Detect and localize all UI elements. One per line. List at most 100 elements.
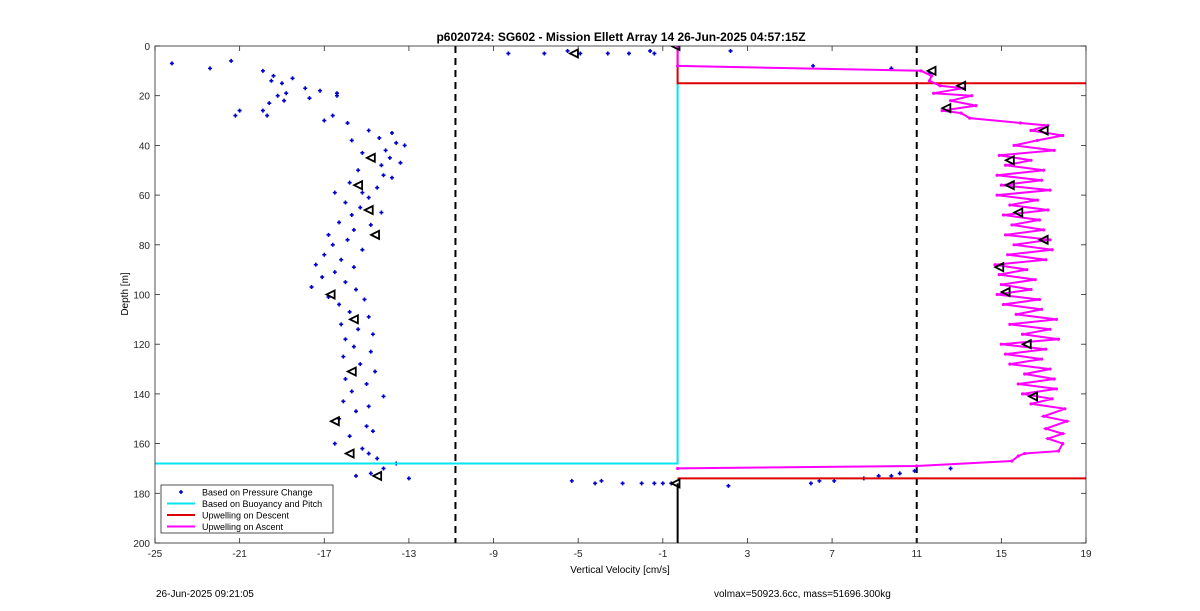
ascent-point-2 [1010,459,1014,463]
x-axis-label: Vertical Velocity [cm/s] [570,565,670,576]
ascent-point-79 [938,84,942,88]
ascent-point-8 [1061,432,1065,436]
pressure-point-72 [351,344,356,349]
pressure-point-93 [381,466,386,471]
pressure-point-31 [360,150,365,155]
ascent-point-54 [1035,198,1039,202]
ascent-point-44 [1050,248,1054,252]
ascent-point-43 [1006,253,1010,257]
pressure-point-34 [379,163,384,168]
pressure-point-124 [897,471,902,476]
y-tick-label-1: 20 [139,92,151,103]
y-tick-label-4: 80 [139,241,151,252]
ascent-point-3 [1016,454,1020,458]
pressure-point-23 [345,121,350,126]
triangle-marker-11 [371,470,383,482]
pressure-point-6 [279,81,284,86]
ascent-point-20 [1048,367,1052,371]
ascent-point-62 [1029,158,1033,162]
ascent-point-14 [1050,397,1054,401]
pressure-point-32 [387,155,392,160]
triangle-marker-12 [669,477,681,489]
pressure-point-45 [379,210,384,215]
pressure-point-90 [366,451,371,456]
ascent-point-45 [1012,243,1016,247]
ascent-point-23 [1003,352,1008,356]
triangle-marker-16 [1037,125,1049,136]
ascent-point-0 [676,466,680,471]
ascent-point-42 [1044,258,1048,262]
triangle-marker-18 [1003,179,1015,191]
plot-area [155,46,1086,543]
pressure-point-15 [260,108,265,113]
pressure-point-67 [366,314,371,319]
pressure-point-56 [313,262,318,267]
pressure-point-65 [337,302,342,307]
pressure-point-114 [726,483,731,488]
ascent-point-17 [1016,382,1020,386]
x-tick-label-1: -21 [232,549,247,560]
pressure-point-51 [345,237,350,242]
ascent-point-24 [1044,347,1048,351]
pressure-point-74 [341,354,346,359]
pressure-point-113 [728,48,733,53]
triangle-marker-5 [369,229,380,241]
pressure-point-102 [626,51,631,56]
ascent-point-57 [999,183,1003,187]
pressure-point-62 [354,287,359,292]
pressure-point-55 [339,257,344,262]
pressure-point-22 [330,113,335,118]
triangle-marker-14 [955,80,967,92]
pressure-point-100 [578,51,583,56]
pressure-point-80 [381,394,386,399]
pressure-point-54 [322,252,327,257]
x-tick-label-11: 19 [1080,549,1092,560]
y-axis-label: Depth [m] [120,272,131,316]
ascent-point-21 [1008,362,1012,366]
pressure-point-36 [381,173,386,178]
legend-swatch-0 [179,490,183,494]
triangle-marker-7 [347,313,359,325]
pressure-point-81 [341,399,346,404]
x-tick-label-9: 11 [912,549,923,560]
series-line-3 [676,46,1071,470]
pressure-point-35 [356,168,361,173]
pressure-point-66 [347,309,352,314]
pressure-point-12 [334,93,339,98]
triangle-markers [324,46,1049,489]
pressure-point-96 [354,473,359,478]
triangle-marker-17 [1003,154,1015,166]
pressure-point-118 [808,481,813,486]
ascent-point-68 [1029,128,1033,133]
y-tick-label-7: 140 [133,390,150,401]
pressure-point-39 [375,185,380,190]
pressure-point-75 [358,362,363,367]
ascent-point-48 [1042,228,1046,232]
ascent-point-73 [940,109,944,113]
x-tick-label-6: -1 [658,549,667,560]
ascent-point-56 [1048,188,1052,192]
pressure-point-17 [233,113,238,118]
ascent-point-63 [997,153,1001,157]
pressure-point-69 [356,327,361,332]
pressure-point-43 [343,200,348,205]
ascent-point-26 [1056,337,1061,341]
ascent-point-55 [995,193,999,197]
x-tick-label-0: -25 [148,549,163,560]
pressure-point-91 [375,456,380,461]
ascent-point-18 [1052,377,1056,381]
ascent-point-36 [1029,287,1033,292]
y-tick-label-10: 200 [133,539,150,550]
triangle-marker-13 [925,65,937,77]
pressure-point-68 [339,322,344,327]
pressure-point-97 [506,51,511,56]
pressure-point-108 [620,481,625,486]
ascent-point-29 [1008,322,1012,326]
pressure-point-87 [347,434,352,439]
pressure-point-71 [343,337,348,342]
ascent-point-12 [1063,407,1067,411]
ascent-point-37 [999,282,1003,287]
ascent-point-6 [1061,442,1065,446]
triangle-marker-6 [324,289,336,300]
